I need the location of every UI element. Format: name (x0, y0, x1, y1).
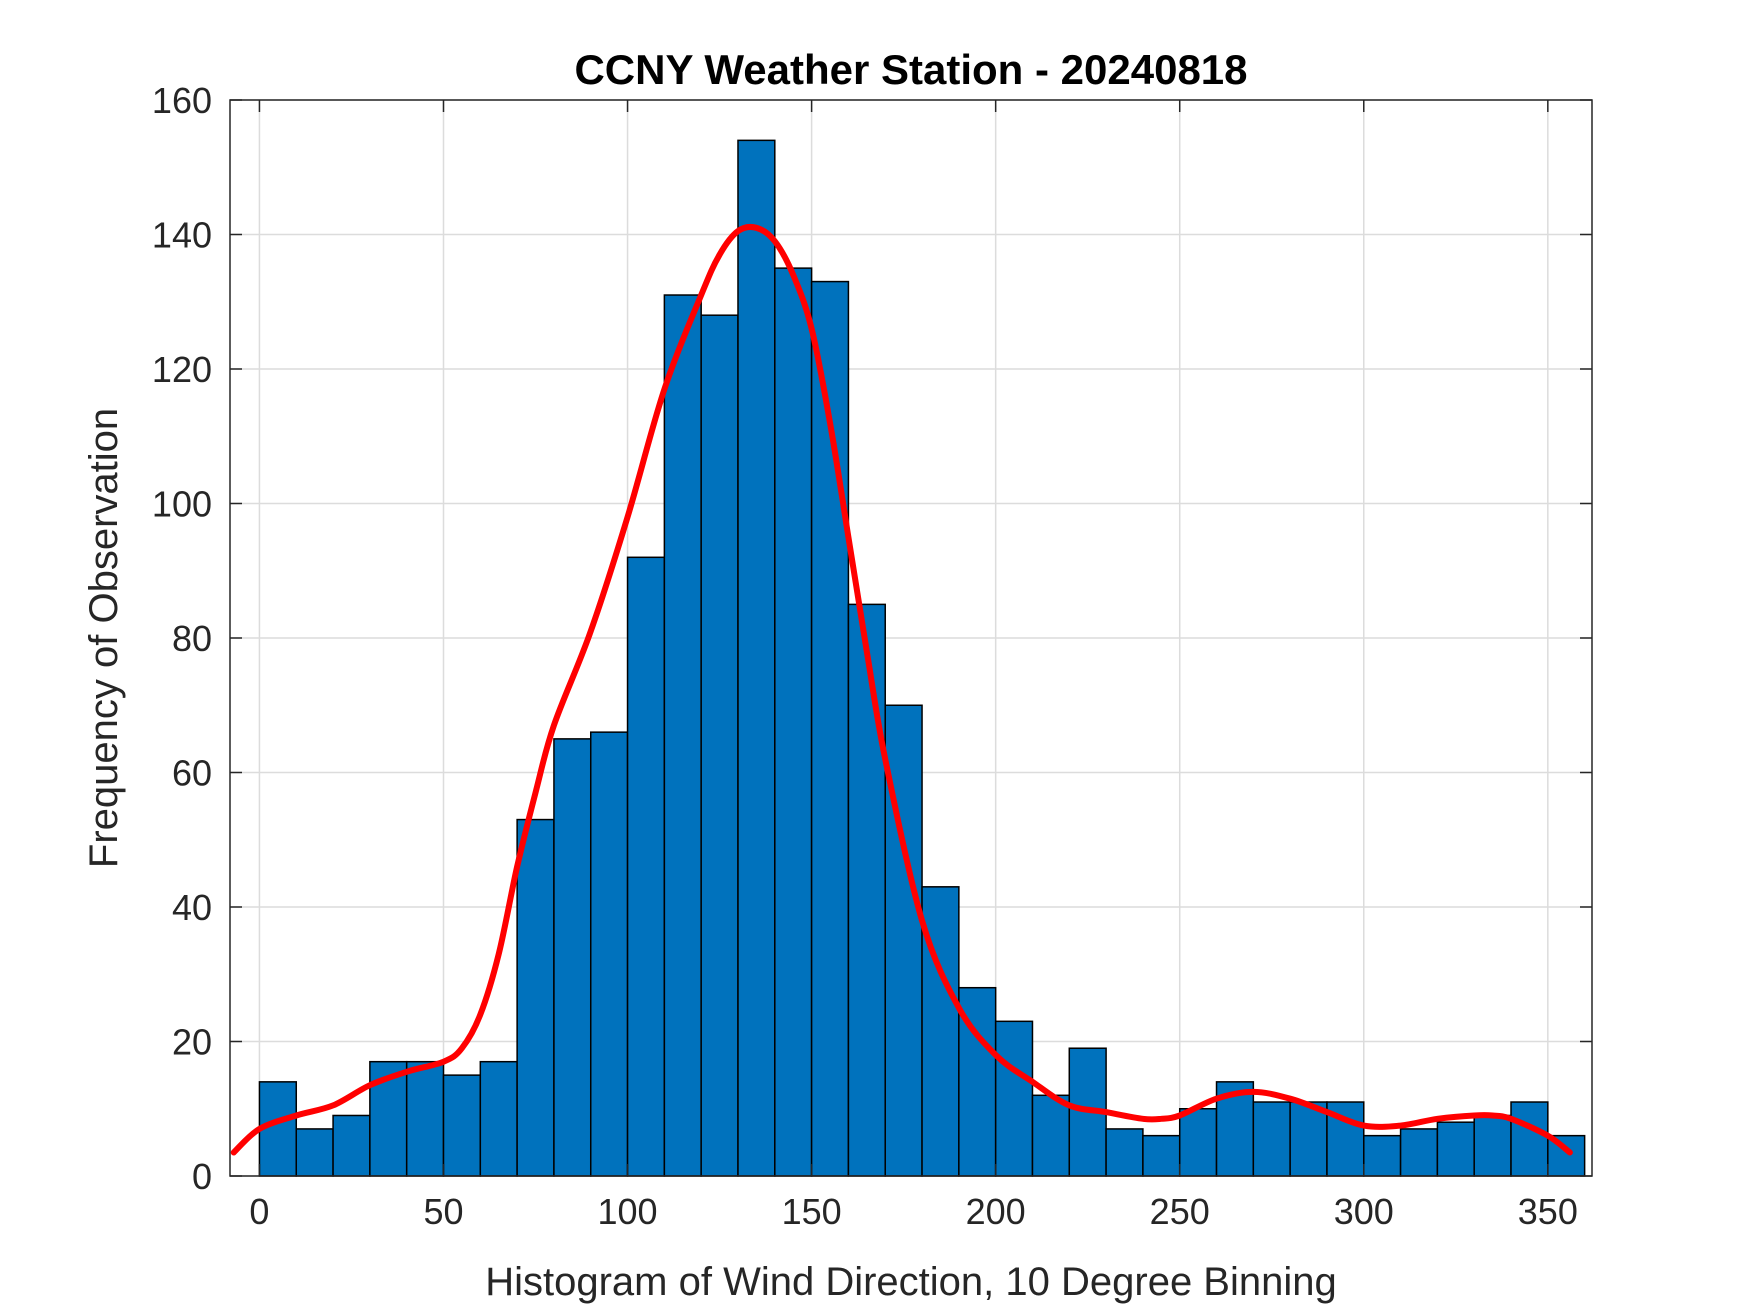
histogram-bar-10 (626, 556, 666, 1177)
histogram-bar-14 (774, 267, 813, 1177)
chart-title: CCNY Weather Station - 20240818 (574, 46, 1247, 93)
x-tick-label-1: 50 (423, 1191, 463, 1232)
y-tick-label-2: 40 (172, 887, 212, 928)
axis-ticks: 0 50 100 150 200 250 300 350 0 20 40 60 80 100 120 140 1… (152, 80, 1592, 1232)
histogram-bar-34 (1510, 1101, 1549, 1177)
y-tick-label-4: 80 (172, 618, 212, 659)
x-axis-label: Histogram of Wind Direction, 10 Degree B… (485, 1260, 1337, 1304)
histogram-bar-13 (737, 139, 776, 1177)
histogram-bar-33 (1473, 1114, 1512, 1177)
y-tick-label-8: 160 (152, 80, 212, 121)
histogram-bar-30 (1363, 1134, 1402, 1177)
histogram-bar-11 (663, 294, 702, 1177)
histogram-bar-2 (332, 1114, 371, 1177)
histogram-bar-12 (700, 314, 739, 1177)
histogram-bar-31 (1399, 1128, 1439, 1177)
y-tick-label-0: 0 (192, 1156, 212, 1197)
histogram-bar-7 (516, 818, 555, 1177)
histogram-bar-21 (1031, 1094, 1071, 1177)
histogram-bar-5 (442, 1074, 482, 1177)
histogram-bar-4 (405, 1060, 445, 1177)
histogram-bar-35 (1547, 1134, 1586, 1177)
x-tick-label-5: 250 (1150, 1191, 1210, 1232)
x-tick-label-7: 350 (1518, 1191, 1578, 1232)
histogram-bar-1 (295, 1128, 334, 1177)
y-tick-label-5: 100 (152, 484, 212, 525)
density-fit-line (230, 223, 1573, 1156)
y-tick-label-7: 140 (152, 215, 212, 256)
histogram-bar-24 (1142, 1134, 1181, 1177)
histogram-bar-9 (589, 731, 629, 1177)
histogram-bar-20 (994, 1020, 1034, 1177)
y-tick-label-6: 120 (152, 349, 212, 390)
histogram-bar-27 (1252, 1101, 1291, 1177)
x-tick-label-2: 100 (598, 1191, 658, 1232)
y-axis-label: Frequency of Observation (82, 408, 126, 868)
x-tick-label-0: 0 (249, 1191, 269, 1232)
x-tick-label-3: 150 (782, 1191, 842, 1232)
y-tick-label-1: 20 (172, 1022, 212, 1063)
histogram-bars (258, 139, 1586, 1177)
fit-curve-group (230, 223, 1573, 1156)
x-tick-label-4: 200 (966, 1191, 1026, 1232)
histogram-bar-25 (1178, 1108, 1218, 1177)
y-tick-label-3: 60 (172, 753, 212, 794)
histogram-bar-23 (1105, 1128, 1144, 1177)
histogram-bar-32 (1436, 1121, 1475, 1177)
histogram-bar-16 (847, 603, 886, 1177)
histogram-bar-8 (553, 738, 592, 1177)
x-tick-label-6: 300 (1334, 1191, 1394, 1232)
histogram-bar-6 (479, 1060, 518, 1177)
